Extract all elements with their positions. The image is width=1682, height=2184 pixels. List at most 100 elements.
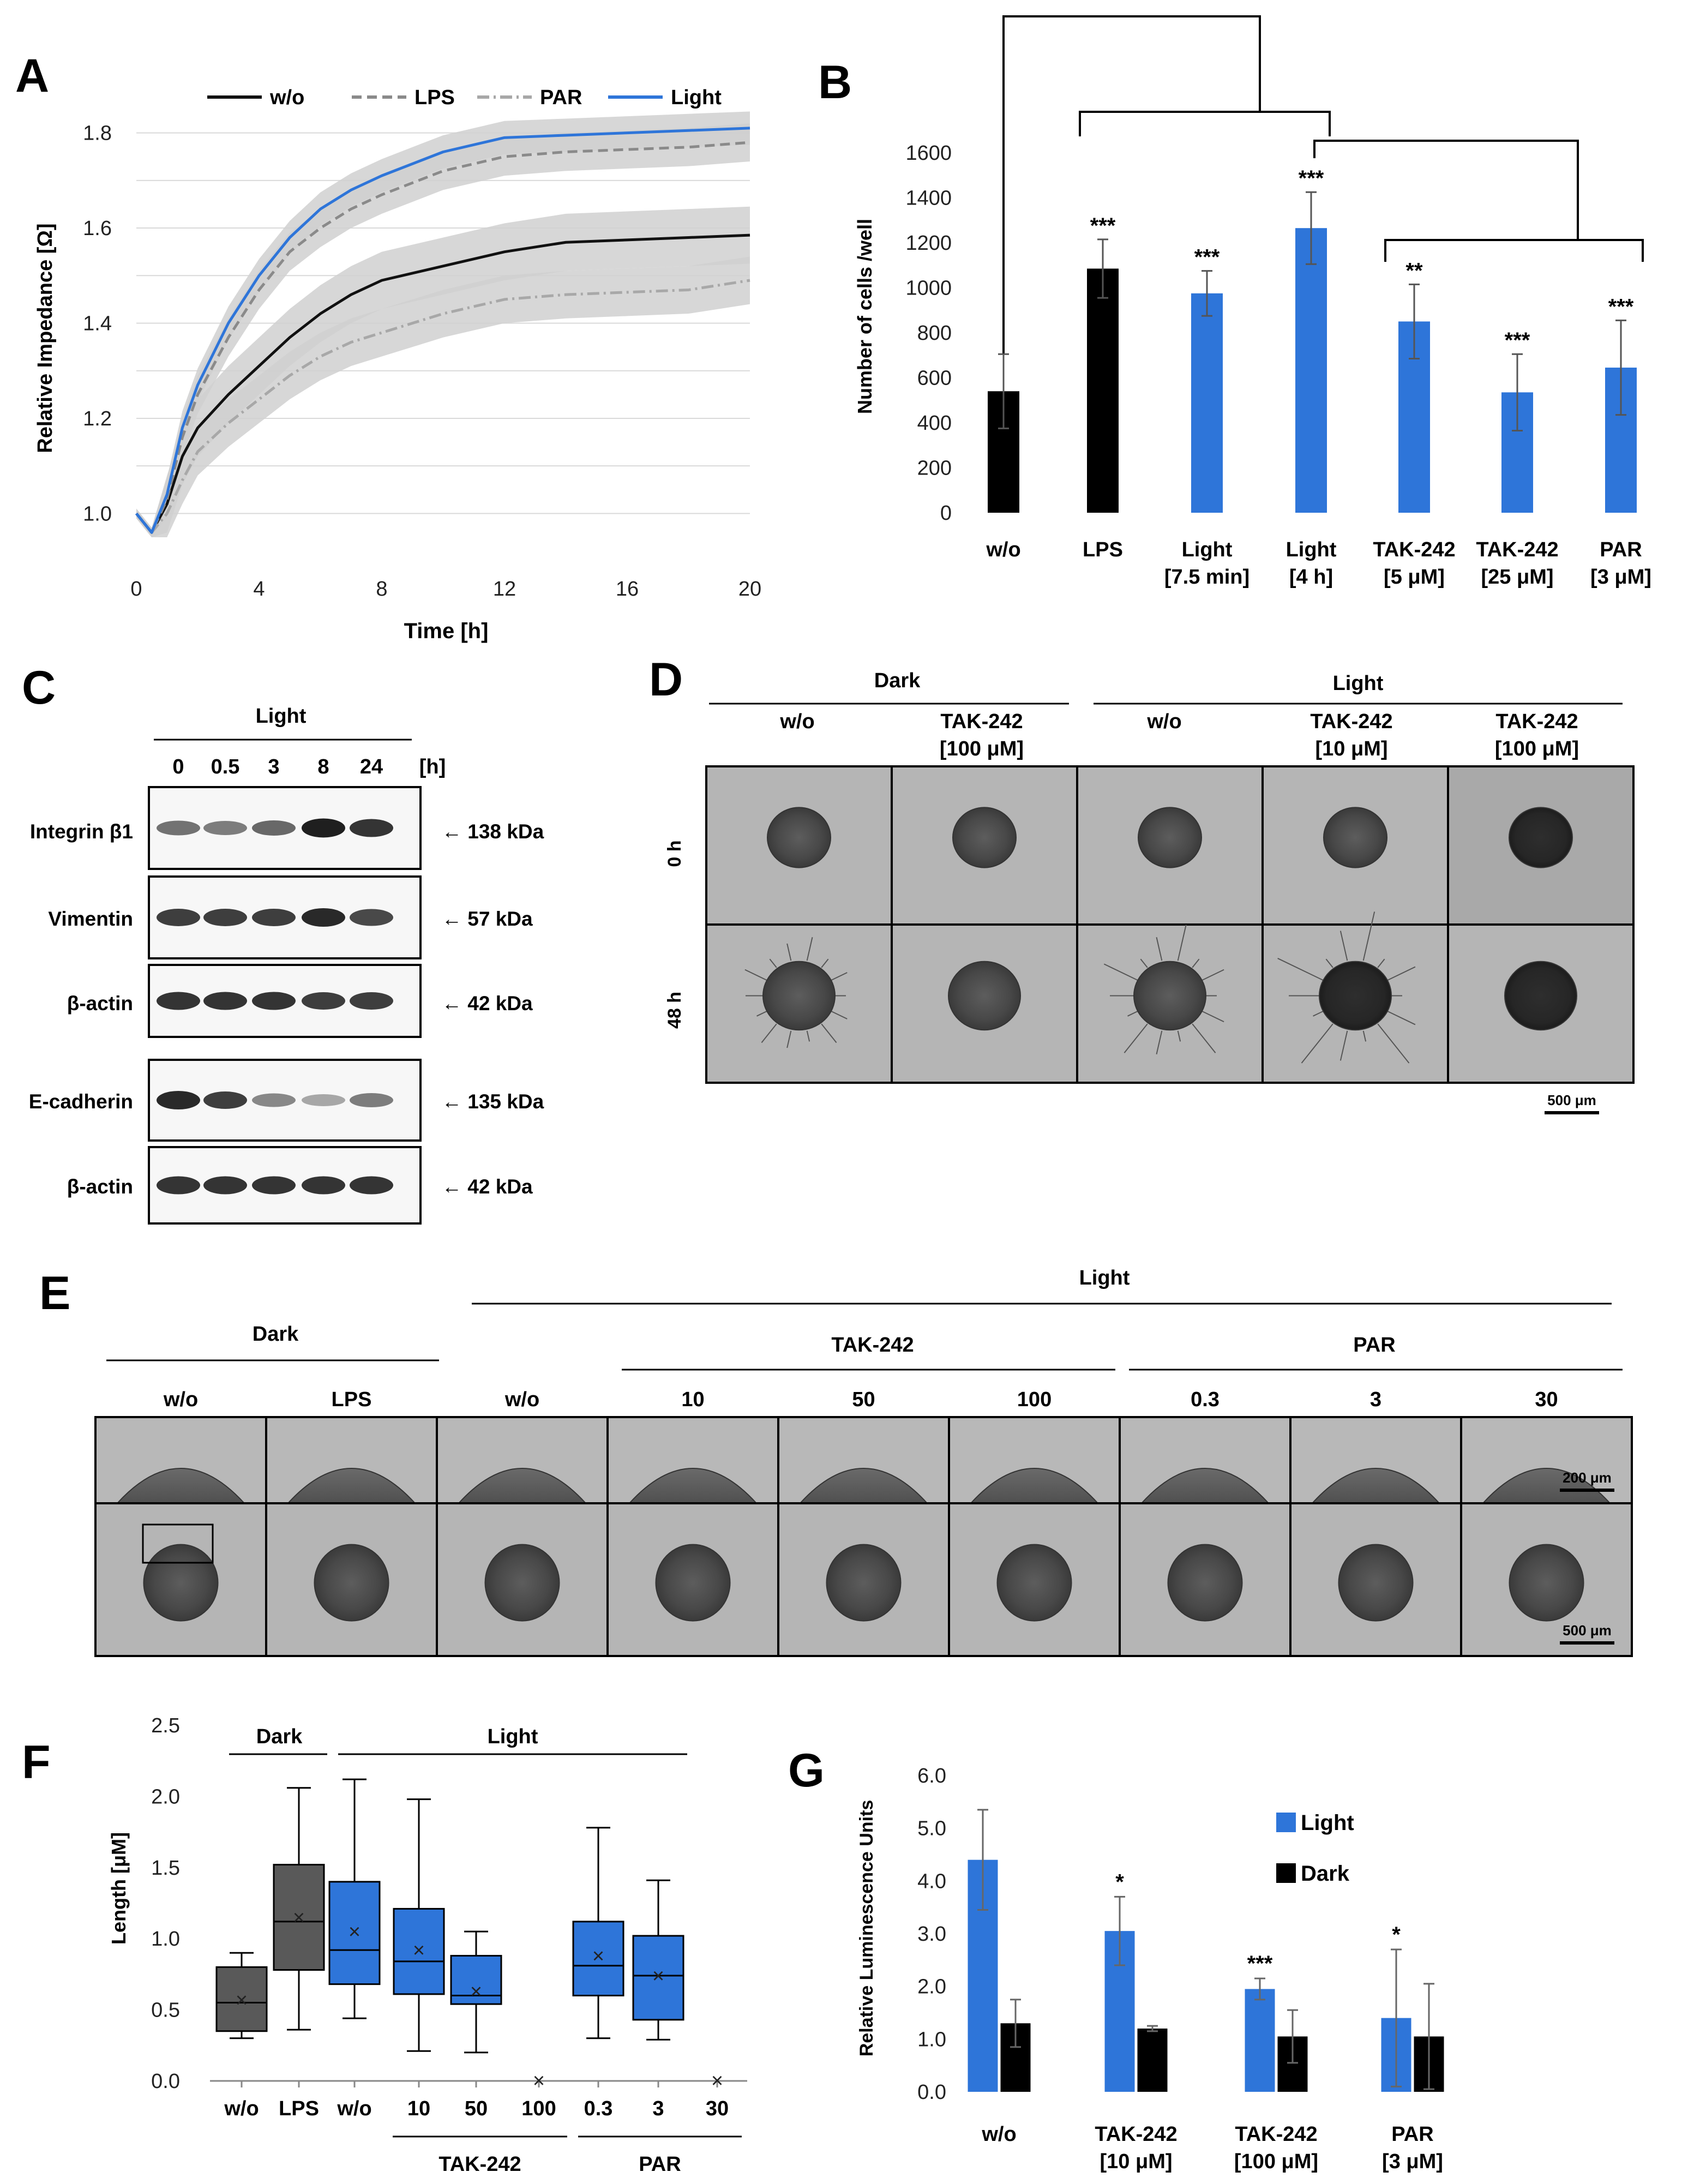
panel-b-y-tick-label: 1600 — [905, 142, 952, 165]
panel-a-legend-label: Light — [671, 86, 722, 109]
panel-g-legend-swatch — [1276, 1813, 1296, 1832]
panel-e-spheroid — [1338, 1544, 1414, 1622]
panel-g-category-label: [10 μM] — [1100, 2150, 1172, 2173]
blot-protein-label: E-cadherin — [29, 1090, 133, 1113]
panel-e-scale-top-label: 200 μm — [1563, 1469, 1612, 1486]
panel-b-bracket — [1002, 15, 1261, 355]
panel-e-spheroid — [1509, 1544, 1584, 1622]
panel-e-group-par: PAR — [1353, 1334, 1395, 1357]
panel-d-cell-process — [1202, 1011, 1224, 1023]
panel-d-spheroid — [1504, 961, 1577, 1031]
panel-a-x-tick-label: 0 — [130, 578, 142, 601]
panel-e-zoom-box — [142, 1523, 214, 1564]
panel-e-column-label: LPS — [332, 1388, 372, 1411]
panel-a-x-axis-label: Time [h] — [404, 619, 489, 643]
blot-protein-label: β-actin — [67, 992, 133, 1015]
blot-lane-labels: 0 0.5 3 8 24 — [172, 755, 383, 778]
blot-band — [302, 818, 345, 838]
panel-b-bar — [1087, 268, 1119, 513]
panel-e-spheroid-edge — [798, 1468, 929, 1504]
panel-e-spheroid — [314, 1544, 389, 1622]
blot-band — [302, 1094, 345, 1106]
panel-d-image-tile — [1261, 923, 1449, 1084]
panel-b-bracket — [1384, 239, 1644, 262]
panel-e-image-tile-bottom — [1289, 1502, 1462, 1657]
panel-letter-d: D — [649, 653, 683, 706]
panel-d-spheroid — [767, 807, 831, 868]
panel-b-significance: *** — [1608, 295, 1634, 319]
panel-g-bar — [1245, 1989, 1275, 2092]
panel-e-column-labels: w/o LPS w/o 10 50 100 0.3 3 30 — [163, 1388, 1558, 1411]
panel-e-spheroid-edge — [116, 1468, 246, 1504]
panel-e-spheroid-edge — [286, 1468, 417, 1504]
panel-b-bar-chart: 0 200 400 600 800 1000 1200 1400 1600 w/o *** LPS *… — [854, 15, 1651, 589]
panel-f-group-light: Light — [488, 1725, 538, 1748]
panel-e-group-light: Light — [1079, 1267, 1130, 1289]
panel-f-box — [393, 1907, 445, 1995]
panel-b-y-tick-label: 1400 — [905, 187, 952, 210]
panel-e-spheroid-edge — [1311, 1468, 1441, 1504]
panel-f-mean-marker: × — [592, 1945, 604, 1967]
panel-e-spheroid-edge — [1481, 1468, 1612, 1504]
blot-band — [203, 821, 247, 835]
panel-d-cell-process — [744, 969, 767, 981]
panel-d-scale-label: 500 μm — [1547, 1092, 1596, 1108]
panel-d-column-label: [10 μM] — [1315, 737, 1387, 760]
panel-d-cell-process — [1156, 937, 1163, 961]
panel-letter-b: B — [818, 56, 852, 109]
blot-band — [203, 909, 247, 926]
blot-band — [203, 1091, 247, 1109]
panel-a-legend-label: LPS — [415, 86, 455, 109]
panel-letter-g: G — [788, 1744, 825, 1797]
panel-e-spheroid — [484, 1544, 560, 1622]
panel-a-line-PAR — [135, 279, 750, 534]
blot-band — [302, 992, 345, 1010]
panel-d-cell-process — [1313, 1011, 1323, 1017]
panel-d-cell-process — [1127, 1011, 1138, 1017]
panel-a-legend-label: PAR — [540, 86, 582, 109]
blot-band — [350, 992, 393, 1010]
panel-d-cell-process — [1177, 924, 1187, 961]
panel-b-bar — [1191, 293, 1223, 513]
panel-d-cell-process — [1202, 969, 1224, 981]
panel-e-spheroid-edge — [1140, 1468, 1270, 1504]
panel-b-y-tick-label: 800 — [917, 322, 952, 345]
blot-band — [350, 1176, 393, 1195]
panel-g-bar — [1137, 2029, 1168, 2092]
panel-letter-f: F — [22, 1736, 51, 1789]
panel-f-y-tick-label: 2.5 — [151, 1714, 180, 1737]
panel-b-bracket — [1079, 111, 1331, 136]
panel-a-x-tick-label: 4 — [253, 578, 265, 601]
panel-e-group-tak: TAK-242 — [831, 1334, 914, 1357]
panel-c-western-blot: Light 0 0.5 3 8 24 [h] Integrin β1 ← 138 kDa V… — [29, 705, 544, 1225]
panel-f-mean-marker: × — [236, 1989, 248, 2012]
panel-g-y-tick-label: 0.0 — [917, 2081, 946, 2104]
panel-f-y-tick-label: 0.0 — [151, 2070, 180, 2093]
panel-f-category-label: LPS — [279, 2097, 319, 2120]
panel-a-x-tick-label: 12 — [493, 578, 516, 601]
panel-b-y-tick-label: 400 — [917, 412, 952, 435]
panel-g-y-tick-label: 6.0 — [917, 1765, 946, 1787]
panel-b-category-label: w/o — [986, 538, 1020, 561]
blot-band — [252, 992, 296, 1010]
panel-d-column-label: w/o — [779, 710, 814, 733]
panel-d-column-label: [100 μM] — [1495, 737, 1579, 760]
panel-d-cell-process — [1192, 1023, 1216, 1053]
panel-a-error-band — [136, 123, 750, 537]
blot-band — [157, 820, 200, 836]
panel-b-y-tick-label: 0 — [940, 502, 952, 525]
panel-e-spheroid-edge — [457, 1468, 587, 1504]
panel-a-y-tick-label: 1.2 — [83, 407, 112, 430]
blot-band — [350, 819, 393, 837]
panel-f-category-label: w/o — [224, 2097, 259, 2120]
panel-a-line-chart: 1.01.21.41.61.80 4 8 12 16 20 w/o LPS PAR Light … — [34, 86, 761, 643]
panel-e-micrographs: Light Dark TAK-242 PAR w/o LPS w/o 10 50 100 0… — [94, 1267, 1633, 1657]
panel-e-spheroid-edge — [628, 1468, 758, 1504]
panel-e-spheroid — [1167, 1544, 1243, 1622]
panel-d-cell-process — [806, 1030, 810, 1042]
panel-d-spheroid — [1319, 961, 1392, 1031]
panel-b-category-label: LPS — [1083, 538, 1123, 561]
panel-f-y-tick-label: 2.0 — [151, 1785, 180, 1808]
panel-g-category-label: TAK-242 — [1095, 2123, 1177, 2146]
